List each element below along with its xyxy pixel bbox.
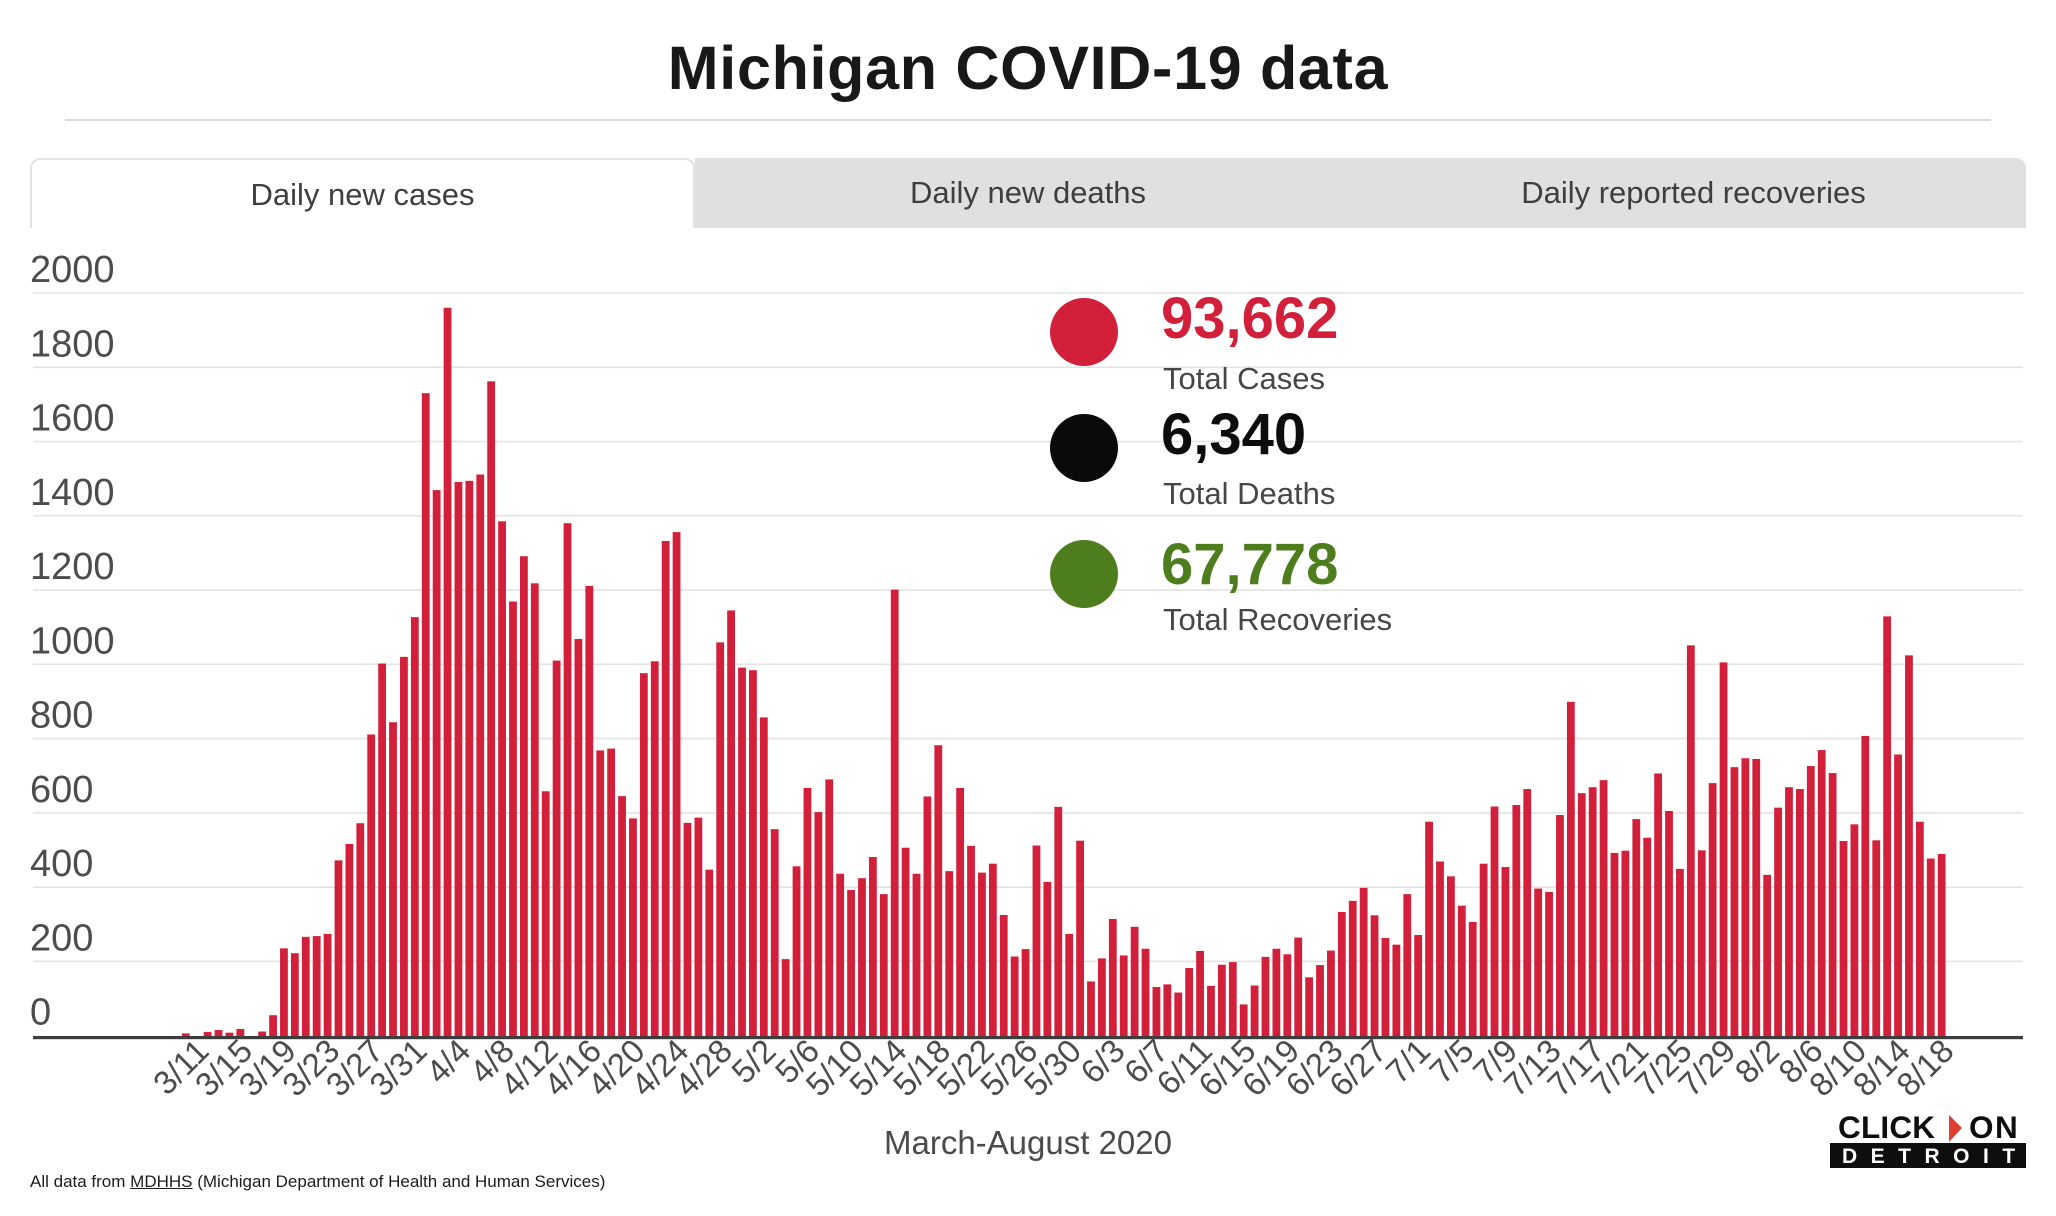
svg-text:400: 400	[30, 843, 93, 885]
svg-text:2000: 2000	[30, 249, 115, 291]
svg-text:1000: 1000	[30, 620, 115, 662]
svg-text:200: 200	[30, 917, 93, 959]
svg-text:1200: 1200	[30, 546, 115, 588]
svg-text:1800: 1800	[30, 323, 115, 365]
svg-text:1400: 1400	[30, 472, 115, 514]
svg-text:600: 600	[30, 769, 93, 811]
svg-text:800: 800	[30, 695, 93, 737]
svg-text:1600: 1600	[30, 398, 115, 440]
svg-text:0: 0	[30, 992, 51, 1034]
